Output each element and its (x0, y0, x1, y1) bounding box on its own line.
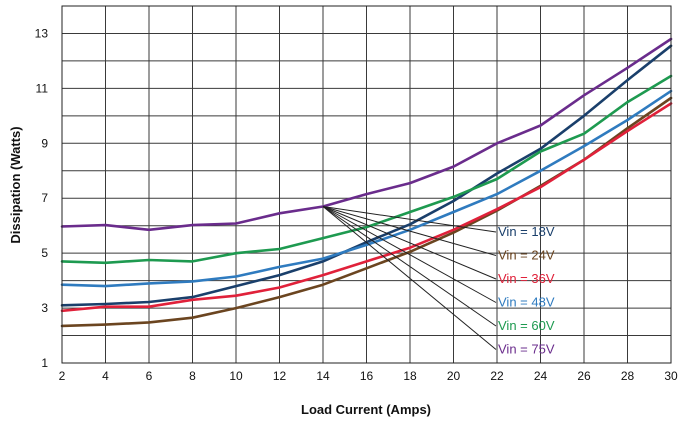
x-tick-label: 8 (189, 369, 196, 383)
x-tick-label: 28 (621, 369, 635, 383)
legend-label: Vin = 60V (498, 318, 555, 333)
series-4 (60, 89, 673, 288)
legend-label: Vin = 24V (498, 248, 555, 263)
series-3 (60, 102, 673, 313)
y-tick-label: 11 (36, 81, 49, 95)
grid (61, 5, 672, 364)
legend-leader-line (322, 206, 497, 233)
plot-frame (61, 5, 672, 364)
x-tick-label: 14 (316, 369, 330, 383)
legend-label: Vin = 75V (498, 342, 555, 357)
y-tick-label: 5 (41, 246, 48, 260)
y-tick-label: 9 (41, 136, 48, 150)
x-tick-label: 24 (534, 369, 548, 383)
series-line (60, 74, 673, 265)
y-tick-label: 3 (41, 301, 48, 315)
x-tick-label: 2 (59, 369, 66, 383)
x-tick-label: 6 (146, 369, 153, 383)
series-6 (60, 37, 673, 232)
x-tick-label: 16 (360, 369, 374, 383)
x-tick-label: 26 (577, 369, 591, 383)
legend-leader-line (322, 206, 497, 256)
legend-leader-line (322, 206, 497, 350)
series-line (60, 37, 673, 232)
series-5 (60, 74, 673, 265)
x-tick-label: 30 (664, 369, 678, 383)
y-tick-label: 1 (41, 356, 48, 370)
x-axis-title: Load Current (Amps) (301, 402, 431, 417)
x-tick-label: 10 (229, 369, 243, 383)
y-axis-title: Dissipation (Watts) (8, 126, 23, 243)
legend-leader-line (322, 206, 497, 280)
legend-label: Vin = 48V (498, 295, 555, 310)
x-tick-label: 18 (403, 369, 417, 383)
series-line (60, 89, 673, 288)
legend-label: Vin = 36V (498, 271, 555, 286)
y-tick-label: 7 (41, 191, 48, 205)
legend-leader-lines (322, 206, 497, 350)
legend-leader-line (322, 206, 497, 327)
legend: Vin = 18V Vin = 24V Vin = 36V Vin = 48V Vin … (498, 224, 555, 357)
series-line (60, 102, 673, 313)
legend-leader-line (322, 206, 497, 303)
x-tick-label: 4 (102, 369, 109, 383)
x-tick-label: 20 (447, 369, 461, 383)
y-tick-label: 13 (35, 26, 49, 40)
x-tick-label: 12 (273, 369, 287, 383)
legend-label: Vin = 18V (498, 224, 555, 239)
x-tick-label: 22 (490, 369, 504, 383)
